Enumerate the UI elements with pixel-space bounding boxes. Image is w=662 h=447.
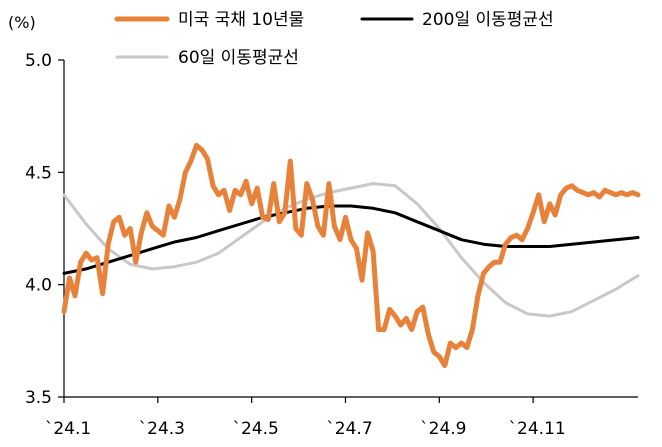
y-axis-ticks: 5.0 4.5 4.0 3.5 xyxy=(25,51,64,408)
x-tick-label: `24.7 xyxy=(326,419,372,439)
x-tick-label: `24.3 xyxy=(139,419,185,439)
series-10y-treasury-line xyxy=(61,142,641,368)
y-tick-label: 4.5 xyxy=(25,163,52,183)
x-tick-label: `24.1 xyxy=(45,419,91,439)
y-tick-label: 3.5 xyxy=(25,388,52,408)
series-200d-ma-line xyxy=(62,204,640,275)
legend-label-series-2: 60일 이동평균선 xyxy=(178,48,299,68)
plot-area: 5.04.54.03.5 `24.1 `24.3 `24.5 `24.7 `24.9 `2… xyxy=(25,51,641,439)
y-tick-label: 4.0 xyxy=(25,276,52,296)
x-tick-label: `24.9 xyxy=(420,419,466,439)
series-layer xyxy=(61,142,641,368)
y-tick-label: 5.0 xyxy=(25,51,52,71)
unit-label: (%) xyxy=(8,13,36,32)
x-axis-ticks: `24.1 `24.3 `24.5 `24.7 `24.9 `24.11 xyxy=(45,397,566,439)
x-tick-label: `24.11 xyxy=(509,419,566,439)
legend-label-series-0: 미국 국채 10년물 xyxy=(178,10,304,30)
series-60d-ma-line xyxy=(62,182,640,318)
legend-label-series-1: 200일 이동평균선 xyxy=(422,10,554,30)
x-tick-label: `24.5 xyxy=(232,419,278,439)
legend: 미국 국채 10년물 200일 이동평균선 60일 이동평균선 xyxy=(114,10,554,68)
